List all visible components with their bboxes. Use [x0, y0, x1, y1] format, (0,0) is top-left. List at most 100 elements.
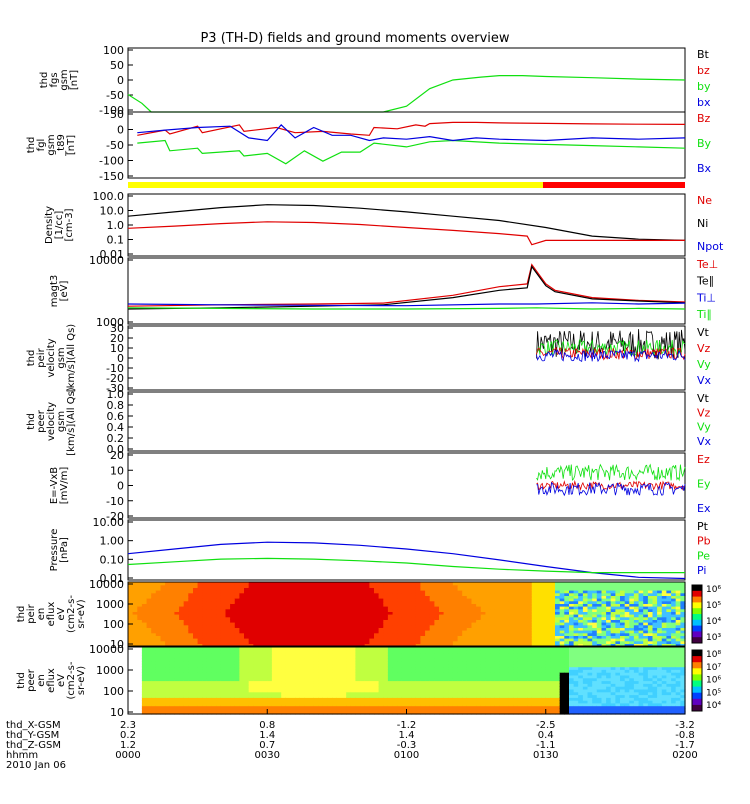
panel-frame — [128, 453, 685, 518]
series-Ti∥ — [128, 308, 685, 309]
legend-Bx: Bx — [697, 162, 712, 175]
spectrogram-cell — [300, 647, 305, 650]
spectrogram-cell — [263, 647, 268, 650]
legend-Vy: Vy — [697, 421, 711, 434]
legend-By: By — [697, 137, 712, 150]
noise-series — [537, 465, 686, 481]
spectrogram-cell — [439, 647, 444, 650]
colorbar-segment — [692, 614, 702, 620]
panel-frame — [128, 194, 685, 256]
series-Te⊥ — [128, 265, 685, 307]
y-tick-label: 10000 — [89, 578, 124, 591]
y-tick-label: 1.00 — [100, 535, 125, 548]
legend-Ti⊥: Ti⊥ — [696, 291, 716, 304]
colorbar-segment — [692, 608, 702, 614]
y-axis-label: [nT] — [66, 135, 77, 155]
spectrogram-cell — [383, 647, 388, 650]
legend-bx: bx — [697, 96, 711, 109]
spectrogram-cell — [402, 647, 407, 650]
legend-Vy: Vy — [697, 358, 711, 371]
spectrogram-cell — [221, 647, 226, 650]
spectrogram-cell — [337, 647, 342, 650]
colorbar-segment — [692, 626, 702, 632]
y-tick-label: -50 — [106, 139, 124, 152]
legend-Ne: Ne — [697, 194, 712, 207]
y-axis-label: sr-eV) — [76, 599, 87, 628]
spectrogram-cell — [193, 647, 198, 650]
spectrogram-cell — [323, 647, 328, 650]
spectrogram-cell — [198, 647, 203, 650]
colorbar-label: 10⁵ — [706, 601, 721, 611]
spectrogram-cell — [165, 647, 170, 650]
spectrogram-cell — [249, 647, 254, 650]
spectrogram-cell — [239, 647, 244, 650]
legend-Vx: Vx — [697, 435, 712, 448]
legend-Ex: Ex — [697, 502, 711, 515]
colorbar-segment — [692, 631, 702, 637]
colorbar-label: 10³ — [706, 633, 721, 643]
spectrogram-cell — [351, 647, 356, 650]
y-axis-label: [eV] — [59, 281, 70, 302]
series-Bz — [137, 122, 685, 135]
panel-frame — [128, 326, 685, 390]
y-tick-label: 100.0 — [93, 190, 125, 203]
legend-Vz: Vz — [697, 406, 711, 419]
spectrogram-cell — [161, 647, 166, 650]
series-Ni — [128, 205, 685, 241]
spectrogram-cell — [374, 647, 379, 650]
spectrogram-cell — [318, 647, 323, 650]
spectrogram-cell — [235, 647, 240, 650]
spectrogram-cell — [314, 647, 319, 650]
spectrogram-cell — [332, 647, 337, 650]
spectrogram-cell — [304, 647, 309, 650]
spectrogram-cell — [472, 647, 477, 650]
legend-Pt: Pt — [697, 520, 709, 533]
spectrogram-cell — [188, 647, 193, 650]
spectrogram-cell — [434, 647, 439, 650]
spectrogram-cell — [207, 647, 212, 650]
legend-Bt: Bt — [697, 48, 710, 61]
spectrogram-cell — [226, 647, 231, 650]
spectrogram-cell — [170, 647, 175, 650]
spectrogram-cell — [309, 647, 314, 650]
y-tick-label: 0 — [117, 124, 124, 137]
colorbar-segment — [692, 597, 702, 603]
y-axis-label: [nPa] — [59, 537, 70, 563]
y-tick-label: 1.0 — [107, 219, 125, 232]
spectrogram-cell — [485, 647, 490, 650]
series-Ti⊥ — [128, 303, 685, 306]
spectrogram-cell — [253, 647, 258, 650]
spectrogram-cell — [355, 647, 360, 650]
spectrogram-cell — [137, 647, 142, 650]
spectrogram-cell — [142, 647, 147, 650]
legend-Ni: Ni — [697, 217, 708, 230]
spectrogram-cell — [430, 647, 435, 650]
y-tick-label: -100 — [99, 155, 124, 168]
spectrogram-cell — [291, 647, 296, 650]
spectrogram-cell — [420, 647, 425, 650]
spectrogram-cell — [397, 647, 402, 650]
legend-Bz: Bz — [697, 112, 711, 125]
spectrogram-cell — [272, 647, 277, 650]
colorbar-segment — [692, 585, 702, 591]
spectrogram-cell — [453, 647, 458, 650]
colorbar-label: 10⁶ — [706, 585, 721, 595]
y-axis-label: [km/s](All Qs) — [66, 324, 77, 392]
spectrogram-cell — [277, 647, 282, 650]
y-tick-label: 10 — [110, 464, 124, 477]
quality-bar-yellow — [128, 182, 543, 188]
y-tick-label: 0 — [117, 74, 124, 87]
spectrogram-cell — [151, 647, 156, 650]
legend-Ey: Ey — [697, 478, 711, 491]
spectrogram-cell — [346, 647, 351, 650]
spectrogram-cell — [388, 647, 393, 650]
legend-Pb: Pb — [697, 535, 711, 548]
panel-frame — [128, 520, 685, 580]
spectrogram-cell — [490, 647, 495, 650]
